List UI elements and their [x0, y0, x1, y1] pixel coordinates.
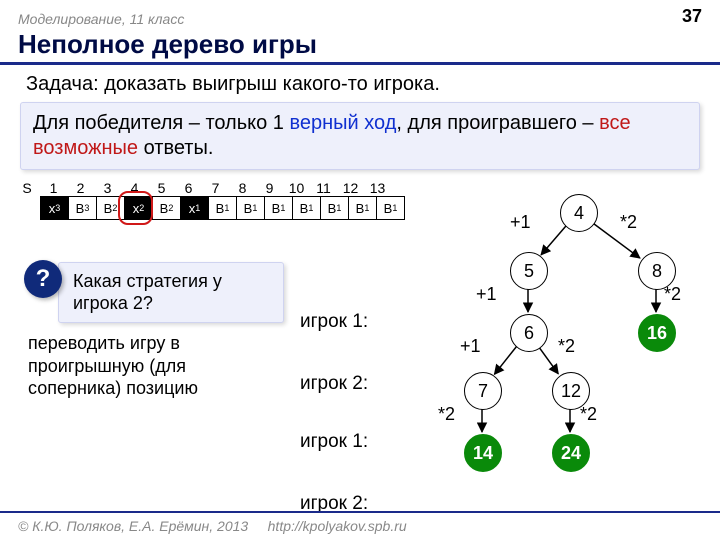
strip-S-label: S	[18, 180, 36, 196]
strip-cell: В2	[97, 196, 125, 220]
strip-cell: x2	[125, 196, 153, 220]
rule-good: верный ход	[289, 112, 396, 134]
question-mark-icon: ?	[24, 260, 62, 298]
rule-callout: Для победителя – только 1 верный ход, дл…	[20, 102, 700, 170]
strip-cell: В3	[69, 196, 97, 220]
answer-text: переводить игру в проигрышную (для сопер…	[28, 332, 278, 400]
slide-title: Неполное дерево игры	[0, 27, 720, 65]
tree-node: 6	[510, 314, 548, 352]
edge-label: +1	[460, 336, 481, 357]
strip-col-header: 11	[310, 180, 337, 196]
edge-label: +1	[476, 284, 497, 305]
strip-cell: В1	[349, 196, 377, 220]
strip-cell: В1	[293, 196, 321, 220]
strip-col-header: 3	[94, 180, 121, 196]
subject: Моделирование, 11 класс	[18, 11, 184, 27]
strip-col-header: 4	[121, 180, 148, 196]
tree-node: 24	[552, 434, 590, 472]
rule-post: ответы.	[138, 137, 213, 159]
edge-label: *2	[558, 336, 575, 357]
footer-copyright: © К.Ю. Поляков, Е.А. Ерёмин, 2013	[18, 518, 248, 534]
question-box: Какая стратегия у игрока 2?	[58, 262, 284, 323]
rule-mid: , для проигравшего –	[396, 112, 599, 134]
edge-label: *2	[620, 212, 637, 233]
tree-node: 16	[638, 314, 676, 352]
strip-cell: В1	[265, 196, 293, 220]
player-row-label: игрок 1:	[300, 432, 368, 451]
edge-label: *2	[438, 404, 455, 425]
strip-cell: В2	[153, 196, 181, 220]
strip-col-header: 10	[283, 180, 310, 196]
edge-label: *2	[580, 404, 597, 425]
tree-node: 14	[464, 434, 502, 472]
player-row-label: игрок 2:	[300, 374, 368, 393]
strip-col-header: 1	[40, 180, 67, 196]
strip-cell: В1	[237, 196, 265, 220]
strip-cell: В1	[209, 196, 237, 220]
edge-label: *2	[664, 284, 681, 305]
game-tree: 4586167121424+1*2+1*2+1*2*2*2	[380, 194, 710, 504]
slide-header: Моделирование, 11 класс 37	[0, 0, 720, 27]
strip-col-header: 9	[256, 180, 283, 196]
strip-col-header: 2	[67, 180, 94, 196]
tree-node: 7	[464, 372, 502, 410]
tree-node: 4	[560, 194, 598, 232]
strip-col-header: 7	[202, 180, 229, 196]
footer-url: http://kpolyakov.spb.ru	[268, 518, 407, 534]
slide-footer: © К.Ю. Поляков, Е.А. Ерёмин, 2013 http:/…	[0, 511, 720, 540]
edge-label: +1	[510, 212, 531, 233]
strip-col-header: 5	[148, 180, 175, 196]
task-text: Задача: доказать выигрыш какого-то игрок…	[0, 73, 720, 102]
strip-headers: 12345678910111213	[40, 180, 391, 196]
rule-pre: Для победителя – только 1	[33, 112, 289, 134]
strip-cell: x3	[40, 196, 69, 220]
strip-cell: В1	[321, 196, 349, 220]
strip-col-header: 8	[229, 180, 256, 196]
strip-col-header: 6	[175, 180, 202, 196]
page-number: 37	[682, 6, 702, 27]
tree-node: 5	[510, 252, 548, 290]
strip-col-header: 12	[337, 180, 364, 196]
strip-cell: x1	[181, 196, 209, 220]
player-row-label: игрок 1:	[300, 312, 368, 331]
